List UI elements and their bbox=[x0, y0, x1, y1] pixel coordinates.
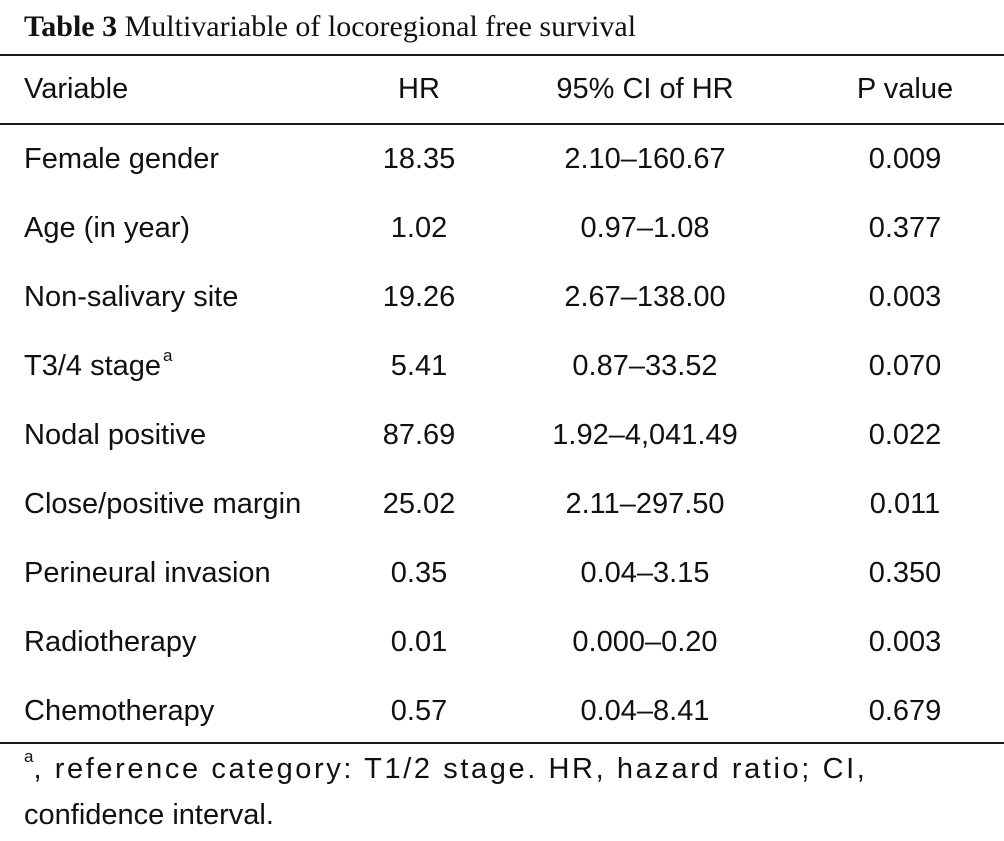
table-row: Nodal positive 87.69 1.92–4,041.49 0.022 bbox=[0, 401, 1004, 470]
cell-ci: 0.97–1.08 bbox=[580, 212, 710, 244]
table-row: Chemotherapy 0.57 0.04–8.41 0.679 bbox=[0, 677, 1004, 746]
table-row: Perineural invasion 0.35 0.04–3.15 0.350 bbox=[0, 539, 1004, 608]
footnote-line-2: confidence interval. bbox=[24, 799, 274, 831]
cell-p-value: 0.679 bbox=[868, 695, 942, 727]
cell-variable: Perineural invasion bbox=[24, 557, 271, 589]
footnote-marker: a bbox=[163, 346, 173, 365]
cell-p-value: 0.350 bbox=[868, 557, 942, 589]
cell-variable: T3/4 stage a bbox=[24, 346, 173, 382]
table-row: Female gender 18.35 2.10–160.67 0.009 bbox=[0, 125, 1004, 194]
cell-hr: 0.57 bbox=[390, 695, 448, 727]
footnote-marker: a bbox=[24, 747, 34, 766]
header-rule bbox=[0, 123, 1004, 125]
header-variable: Variable bbox=[24, 73, 129, 105]
header-row: Variable HR 95% CI of HR P value bbox=[0, 56, 1004, 123]
cell-hr: 25.02 bbox=[382, 488, 456, 520]
footnote-line-1: a, reference category: T1/2 stage. HR, h… bbox=[24, 747, 868, 785]
table-row: Close/positive margin 25.02 2.11–297.50 … bbox=[0, 470, 1004, 539]
cell-variable: Age (in year) bbox=[24, 212, 191, 244]
table-title: Multivariable of locoregional free survi… bbox=[124, 10, 637, 43]
header-p-value: P value bbox=[856, 73, 954, 105]
cell-variable: Chemotherapy bbox=[24, 695, 215, 727]
cell-p-value: 0.011 bbox=[869, 488, 941, 520]
cell-ci: 1.92–4,041.49 bbox=[552, 419, 738, 451]
header-ci: 95% CI of HR bbox=[556, 73, 734, 105]
table-row: Non-salivary site 19.26 2.67–138.00 0.00… bbox=[0, 263, 1004, 332]
table-row: Radiotherapy 0.01 0.000–0.20 0.003 bbox=[0, 608, 1004, 677]
cell-hr: 87.69 bbox=[382, 419, 456, 451]
cell-p-value: 0.070 bbox=[868, 350, 942, 382]
cell-variable: Non-salivary site bbox=[24, 281, 239, 313]
table-caption: Table 3 Multivariable of locoregional fr… bbox=[24, 8, 636, 46]
bottom-rule bbox=[0, 742, 1004, 744]
cell-ci: 2.10–160.67 bbox=[564, 143, 726, 175]
table-number: Table 3 bbox=[24, 10, 118, 43]
cell-p-value: 0.022 bbox=[868, 419, 942, 451]
cell-hr: 18.35 bbox=[382, 143, 456, 175]
table-body: Female gender 18.35 2.10–160.67 0.009 Ag… bbox=[0, 125, 1004, 746]
cell-ci: 0.87–33.52 bbox=[572, 350, 718, 382]
cell-p-value: 0.009 bbox=[868, 143, 942, 175]
cell-ci: 0.04–3.15 bbox=[580, 557, 710, 589]
cell-hr: 0.01 bbox=[390, 626, 448, 658]
cell-ci: 2.67–138.00 bbox=[564, 281, 726, 313]
cell-hr: 0.35 bbox=[390, 557, 448, 589]
top-rule bbox=[0, 54, 1004, 56]
cell-hr: 5.41 bbox=[390, 350, 448, 382]
cell-ci: 0.04–8.41 bbox=[580, 695, 710, 727]
cell-variable: Nodal positive bbox=[24, 419, 207, 451]
cell-variable: Close/positive margin bbox=[24, 488, 302, 520]
cell-variable: Radiotherapy bbox=[24, 626, 197, 658]
header-hr: HR bbox=[398, 73, 440, 105]
cell-hr: 1.02 bbox=[390, 212, 448, 244]
cell-ci: 2.11–297.50 bbox=[565, 488, 725, 520]
table-row: T3/4 stage a 5.41 0.87–33.52 0.070 bbox=[0, 332, 1004, 401]
cell-ci: 0.000–0.20 bbox=[572, 626, 718, 658]
cell-p-value: 0.003 bbox=[868, 281, 942, 313]
table-row: Age (in year) 1.02 0.97–1.08 0.377 bbox=[0, 194, 1004, 263]
table-header: Variable HR 95% CI of HR P value bbox=[0, 56, 1004, 123]
cell-hr: 19.26 bbox=[382, 281, 456, 313]
cell-p-value: 0.377 bbox=[868, 212, 942, 244]
table-footnote: a, reference category: T1/2 stage. HR, h… bbox=[24, 747, 980, 836]
cell-variable: Female gender bbox=[24, 143, 220, 175]
cell-p-value: 0.003 bbox=[868, 626, 942, 658]
